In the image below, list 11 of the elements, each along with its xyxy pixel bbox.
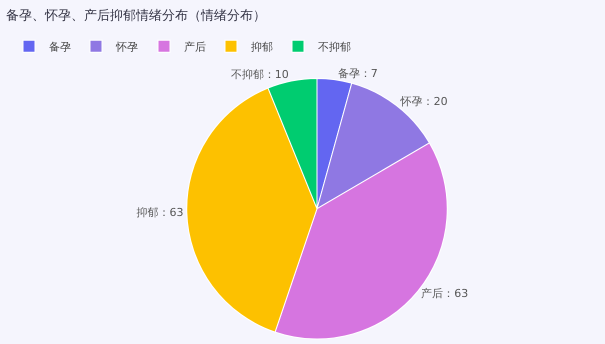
legend-label: 产后 [184,40,206,54]
data-label: 不抑郁：10 [230,68,289,82]
legend-label: 怀孕 [115,40,138,54]
legend-label: 抑郁 [251,40,273,54]
legend-label: 备孕 [49,40,71,54]
data-label: 备孕：7 [338,66,378,80]
data-label: 产后：63 [421,287,468,300]
legend-label: 不抑郁 [318,40,351,54]
chart-title: 备孕、怀孕、产后抑郁情绪分布（情绪分布） [6,8,266,24]
data-label: 抑郁：63 [136,206,184,220]
data-label: 怀孕：20 [400,94,448,108]
